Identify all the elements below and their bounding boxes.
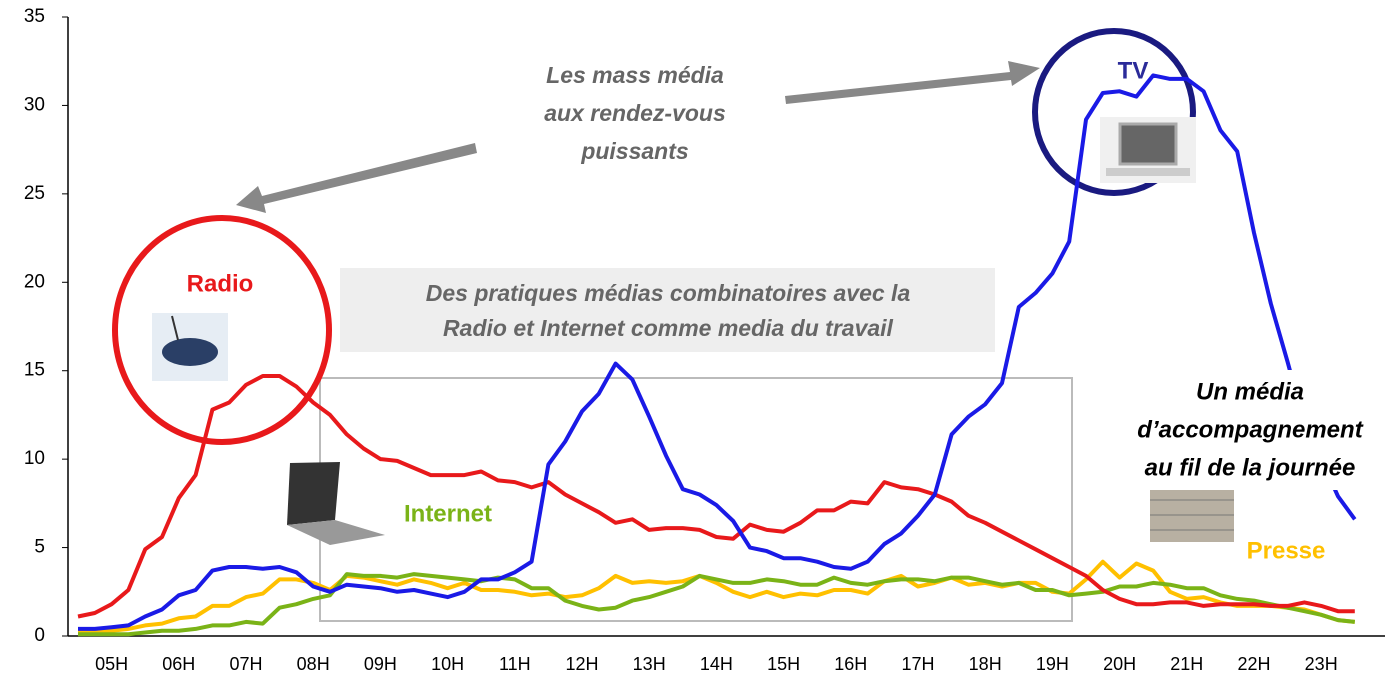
- tv-icon: [1100, 117, 1196, 183]
- x-tick-label: 11H: [499, 654, 531, 674]
- x-tick-label: 09H: [364, 654, 397, 674]
- x-tick-label: 06H: [162, 654, 195, 674]
- x-tick-label: 19H: [1036, 654, 1069, 674]
- x-tick-label: 23H: [1305, 654, 1338, 674]
- annotation-line: Des pratiques médias combinatoires avec …: [426, 280, 911, 306]
- x-tick-label: 22H: [1237, 654, 1270, 674]
- series-label: TV: [1118, 57, 1149, 84]
- x-tick-label: 17H: [901, 654, 934, 674]
- series-label: Presse: [1247, 537, 1326, 564]
- x-tick-label: 18H: [969, 654, 1002, 674]
- x-tick-label: 14H: [700, 654, 733, 674]
- x-tick-label: 08H: [297, 654, 330, 674]
- annotation-line: aux rendez-vous: [544, 100, 726, 126]
- y-tick-label: 25: [24, 183, 45, 204]
- arrow: [785, 61, 1040, 104]
- annotation-line: Les mass média: [546, 62, 724, 88]
- y-tick-label: 5: [34, 537, 45, 558]
- arrow: [236, 143, 477, 213]
- annotation-line: d’accompagnement: [1137, 416, 1363, 443]
- x-tick-label: 10H: [431, 654, 464, 674]
- annotation-line: Un média: [1196, 378, 1304, 405]
- annotation-line: puissants: [580, 138, 688, 164]
- y-tick-label: 20: [24, 271, 45, 292]
- series-label: Internet: [404, 500, 492, 527]
- laptop-icon: [287, 462, 385, 545]
- y-tick-label: 15: [24, 360, 45, 381]
- y-tick-label: 35: [24, 6, 45, 27]
- y-tick-label: 0: [34, 625, 45, 646]
- chart: Radio TV Internet Presse Les mass média aux r…: [0, 0, 1399, 677]
- x-tick-label: 15H: [767, 654, 800, 674]
- annotation-line: au fil de la journée: [1145, 454, 1356, 481]
- x-tick-label: 12H: [565, 654, 598, 674]
- x-tick-label: 21H: [1170, 654, 1203, 674]
- y-tick-label: 30: [24, 94, 45, 115]
- x-tick-label: 13H: [633, 654, 666, 674]
- annotation-line: Radio et Internet comme media du travail: [443, 315, 894, 341]
- y-tick-label: 10: [24, 448, 45, 469]
- x-tick-label: 16H: [834, 654, 867, 674]
- x-tick-label: 07H: [229, 654, 262, 674]
- radio-icon: [152, 313, 228, 381]
- x-tick-label: 20H: [1103, 654, 1136, 674]
- x-tick-label: 05H: [95, 654, 128, 674]
- series-label: Radio: [187, 270, 254, 297]
